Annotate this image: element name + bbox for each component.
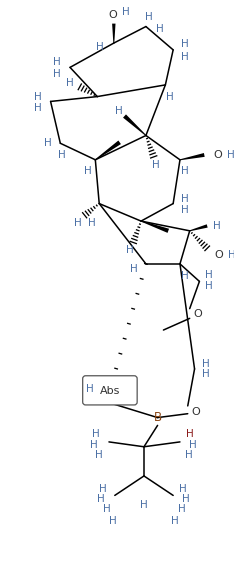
Text: H: H [53,56,60,67]
Text: O: O [214,150,222,160]
Text: H: H [152,160,160,170]
Text: H: H [53,69,60,79]
Text: H: H [179,483,187,494]
Text: H: H [202,359,210,369]
Text: O: O [215,250,223,260]
Text: H: H [181,52,189,61]
Text: H: H [171,515,179,526]
Text: O: O [191,407,200,417]
Polygon shape [141,221,169,233]
Text: H: H [103,504,111,514]
Text: H: H [86,385,93,394]
Text: H: H [91,440,98,450]
Text: H: H [145,12,153,22]
Polygon shape [190,224,208,231]
Text: H: H [95,450,103,460]
Text: H: H [140,500,148,510]
Text: H: H [97,494,105,504]
Text: H: H [205,270,213,280]
Text: H: H [228,250,234,260]
Text: H: H [96,42,104,52]
Text: H: H [181,166,189,177]
Text: H: H [34,103,42,113]
Text: H: H [58,150,66,160]
Text: H: H [92,429,100,439]
Text: H: H [156,24,163,34]
Polygon shape [180,153,205,160]
Text: H: H [74,218,82,228]
Text: O: O [193,310,202,319]
Polygon shape [123,114,146,136]
Text: H: H [99,483,107,494]
Text: H: H [44,138,51,148]
Text: H: H [182,494,190,504]
Text: H: H [115,106,123,116]
Text: H: H [189,440,197,450]
Text: H: H [181,271,189,280]
Text: H: H [181,193,189,204]
Text: Abs: Abs [100,386,120,396]
Text: H: H [84,166,91,177]
Text: H: H [181,205,189,215]
Text: H: H [181,39,189,49]
Text: H: H [166,91,174,102]
Text: H: H [185,450,193,460]
Text: H: H [130,264,138,274]
Text: H: H [227,150,234,160]
Text: B: B [154,411,162,424]
Text: H: H [66,78,74,88]
Text: H: H [88,218,95,228]
Text: H: H [109,515,117,526]
Text: O: O [109,10,117,20]
Text: H: H [122,7,129,17]
Text: H: H [34,91,42,102]
Text: H: H [186,429,194,439]
Polygon shape [112,24,116,43]
Text: H: H [205,281,213,291]
Text: H: H [178,504,186,514]
Text: H: H [202,369,210,379]
Text: H: H [213,221,221,231]
Polygon shape [95,140,121,160]
FancyBboxPatch shape [83,376,137,405]
Text: H: H [125,245,133,255]
